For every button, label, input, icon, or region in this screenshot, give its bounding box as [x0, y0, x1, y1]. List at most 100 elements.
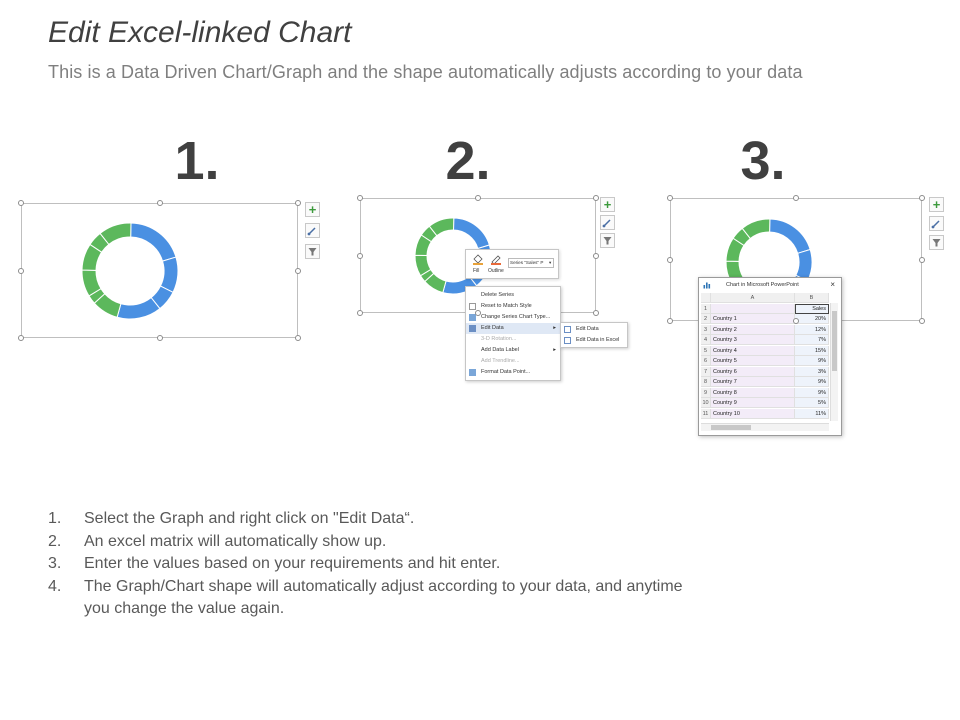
scrollbar-thumb[interactable] — [711, 425, 751, 430]
excel-grid[interactable]: A B 1 Sales 2 Country 1 20% 3 Country 2 12% 4 Count… — [701, 293, 839, 421]
resize-handle[interactable] — [18, 200, 24, 206]
chart-elements-button[interactable]: + — [929, 197, 944, 212]
cell-a11[interactable]: Country 10 — [711, 408, 795, 419]
submenu-item-edit-data[interactable]: Edit Data — [561, 324, 627, 335]
cell-a7[interactable]: Country 6 — [711, 366, 795, 377]
resize-handle[interactable] — [919, 195, 925, 201]
cell-a5[interactable]: Country 4 — [711, 345, 795, 356]
donut-chart-1[interactable] — [70, 211, 190, 331]
resize-handle[interactable] — [593, 252, 599, 259]
resize-handle[interactable] — [793, 318, 799, 324]
context-menu-item-delete-series[interactable]: Delete Series — [466, 290, 560, 301]
resize-handle[interactable] — [667, 256, 673, 263]
cell-a3[interactable]: Country 2 — [711, 324, 795, 335]
resize-handle[interactable] — [919, 256, 925, 263]
pen-outline-icon[interactable] — [490, 253, 502, 265]
cell-b7[interactable]: 3% — [795, 366, 829, 377]
cell-a9[interactable]: Country 8 — [711, 387, 795, 398]
cell-a8[interactable]: Country 7 — [711, 377, 795, 387]
select-all-corner[interactable] — [701, 293, 711, 303]
row-header[interactable]: 1 — [701, 303, 711, 314]
resize-handle[interactable] — [919, 318, 925, 324]
cell-b5[interactable]: 15% — [795, 345, 829, 356]
resize-handle[interactable] — [18, 267, 24, 274]
format-mini-toolbar[interactable]: Fill Outline Series "Sales" P ▾ — [465, 249, 559, 279]
vertical-scrollbar[interactable] — [830, 303, 838, 421]
resize-handle[interactable] — [18, 335, 24, 341]
column-header-a[interactable]: A — [711, 293, 795, 303]
resize-handle[interactable] — [295, 335, 301, 341]
chart-styles-button[interactable] — [600, 215, 615, 230]
row-header[interactable]: 7 — [701, 366, 711, 377]
donut-slice-country-10[interactable] — [741, 218, 771, 240]
outline-label[interactable]: Outline — [488, 268, 504, 274]
row-header[interactable]: 4 — [701, 335, 711, 345]
cell-b9[interactable]: 9% — [795, 387, 829, 398]
resize-handle[interactable] — [357, 310, 363, 316]
chart-styles-button[interactable] — [305, 223, 320, 238]
column-header-b[interactable]: B — [795, 293, 829, 303]
resize-handle[interactable] — [357, 252, 363, 259]
context-menu-item-reset-to-match-style[interactable]: Reset to Match Style — [466, 301, 560, 312]
row-header[interactable]: 5 — [701, 345, 711, 356]
row-header[interactable]: 11 — [701, 408, 711, 419]
donut-slice-country-4[interactable] — [116, 296, 161, 320]
submenu-item-edit-data-in-excel[interactable]: Edit Data in Excel — [561, 335, 627, 346]
row-header[interactable]: 3 — [701, 324, 711, 335]
cell-a1[interactable] — [711, 303, 795, 314]
cell-b10[interactable]: 5% — [795, 398, 829, 408]
cell-b11[interactable]: 11% — [795, 408, 829, 419]
chart-elements-button[interactable]: + — [305, 202, 320, 217]
cell-a4[interactable]: Country 3 — [711, 335, 795, 345]
paint-bucket-icon[interactable] — [472, 253, 484, 265]
excel-title-bar[interactable]: Chart in Microsoft PowerPoint × — [699, 278, 841, 292]
resize-handle[interactable] — [475, 310, 481, 316]
cell-a10[interactable]: Country 9 — [711, 398, 795, 408]
resize-handle[interactable] — [667, 318, 673, 324]
cell-b2[interactable]: 20% — [795, 314, 829, 324]
cell-b4[interactable]: 7% — [795, 335, 829, 345]
resize-handle[interactable] — [593, 195, 599, 201]
row-header[interactable]: 8 — [701, 377, 711, 387]
context-menu[interactable]: Delete Series Reset to Match Style Change … — [465, 286, 561, 381]
resize-handle[interactable] — [593, 310, 599, 316]
cell-b8[interactable]: 9% — [795, 377, 829, 387]
chart-filters-button[interactable] — [929, 235, 944, 250]
context-menu-item-add-data-label[interactable]: Add Data Label ▸ — [466, 345, 560, 356]
donut-slice-country-1[interactable] — [130, 222, 177, 262]
donut-slice-country-10[interactable] — [99, 222, 132, 246]
resize-handle[interactable] — [793, 195, 799, 201]
chart-styles-button[interactable] — [929, 216, 944, 231]
cell-a2[interactable]: Country 1 — [711, 314, 795, 324]
row-header[interactable]: 10 — [701, 398, 711, 408]
horizontal-scrollbar[interactable] — [701, 423, 829, 431]
close-icon[interactable]: × — [830, 280, 835, 289]
context-menu-item-format-data-point[interactable]: Format Data Point... — [466, 367, 560, 378]
series-selector-dropdown[interactable]: Series "Sales" P ▾ — [508, 258, 554, 268]
cell-a6[interactable]: Country 5 — [711, 356, 795, 366]
resize-handle[interactable] — [295, 200, 301, 206]
chart-elements-button[interactable]: + — [600, 197, 615, 212]
edit-data-submenu[interactable]: Edit Data Edit Data in Excel — [560, 322, 628, 348]
donut-slice-country-1[interactable] — [769, 218, 811, 254]
resize-handle[interactable] — [667, 195, 673, 201]
excel-datasheet-window[interactable]: Chart in Microsoft PowerPoint × A B 1 Sales… — [698, 277, 842, 436]
context-menu-item-edit-data[interactable]: Edit Data ▸ — [466, 323, 560, 334]
row-header[interactable]: 2 — [701, 314, 711, 324]
resize-handle[interactable] — [156, 335, 163, 341]
row-header[interactable]: 9 — [701, 387, 711, 398]
donut-slice-country-10[interactable] — [428, 217, 455, 237]
scrollbar-thumb[interactable] — [832, 311, 837, 371]
resize-handle[interactable] — [475, 195, 481, 201]
chart-filters-button[interactable] — [600, 233, 615, 248]
context-menu-item-change-series-chart-type[interactable]: Change Series Chart Type... — [466, 312, 560, 323]
resize-handle[interactable] — [156, 200, 163, 206]
cell-b3[interactable]: 12% — [795, 324, 829, 335]
resize-handle[interactable] — [357, 195, 363, 201]
chart-filters-button[interactable] — [305, 244, 320, 259]
row-header[interactable]: 6 — [701, 356, 711, 366]
fill-label[interactable]: Fill — [473, 268, 480, 274]
cell-b6[interactable]: 9% — [795, 356, 829, 366]
donut-slice-country-1[interactable] — [453, 217, 490, 250]
resize-handle[interactable] — [295, 267, 301, 274]
